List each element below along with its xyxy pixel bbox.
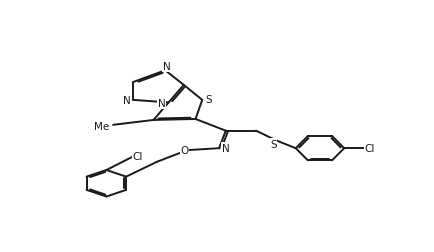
Text: Cl: Cl bbox=[132, 151, 143, 161]
Text: O: O bbox=[180, 145, 188, 155]
Text: N: N bbox=[123, 96, 131, 106]
Text: S: S bbox=[205, 94, 212, 105]
Text: N: N bbox=[158, 99, 166, 109]
Text: Me: Me bbox=[95, 121, 110, 131]
Text: S: S bbox=[270, 139, 277, 149]
Text: Cl: Cl bbox=[364, 144, 375, 153]
Text: N: N bbox=[222, 143, 230, 153]
Text: N: N bbox=[163, 62, 171, 72]
